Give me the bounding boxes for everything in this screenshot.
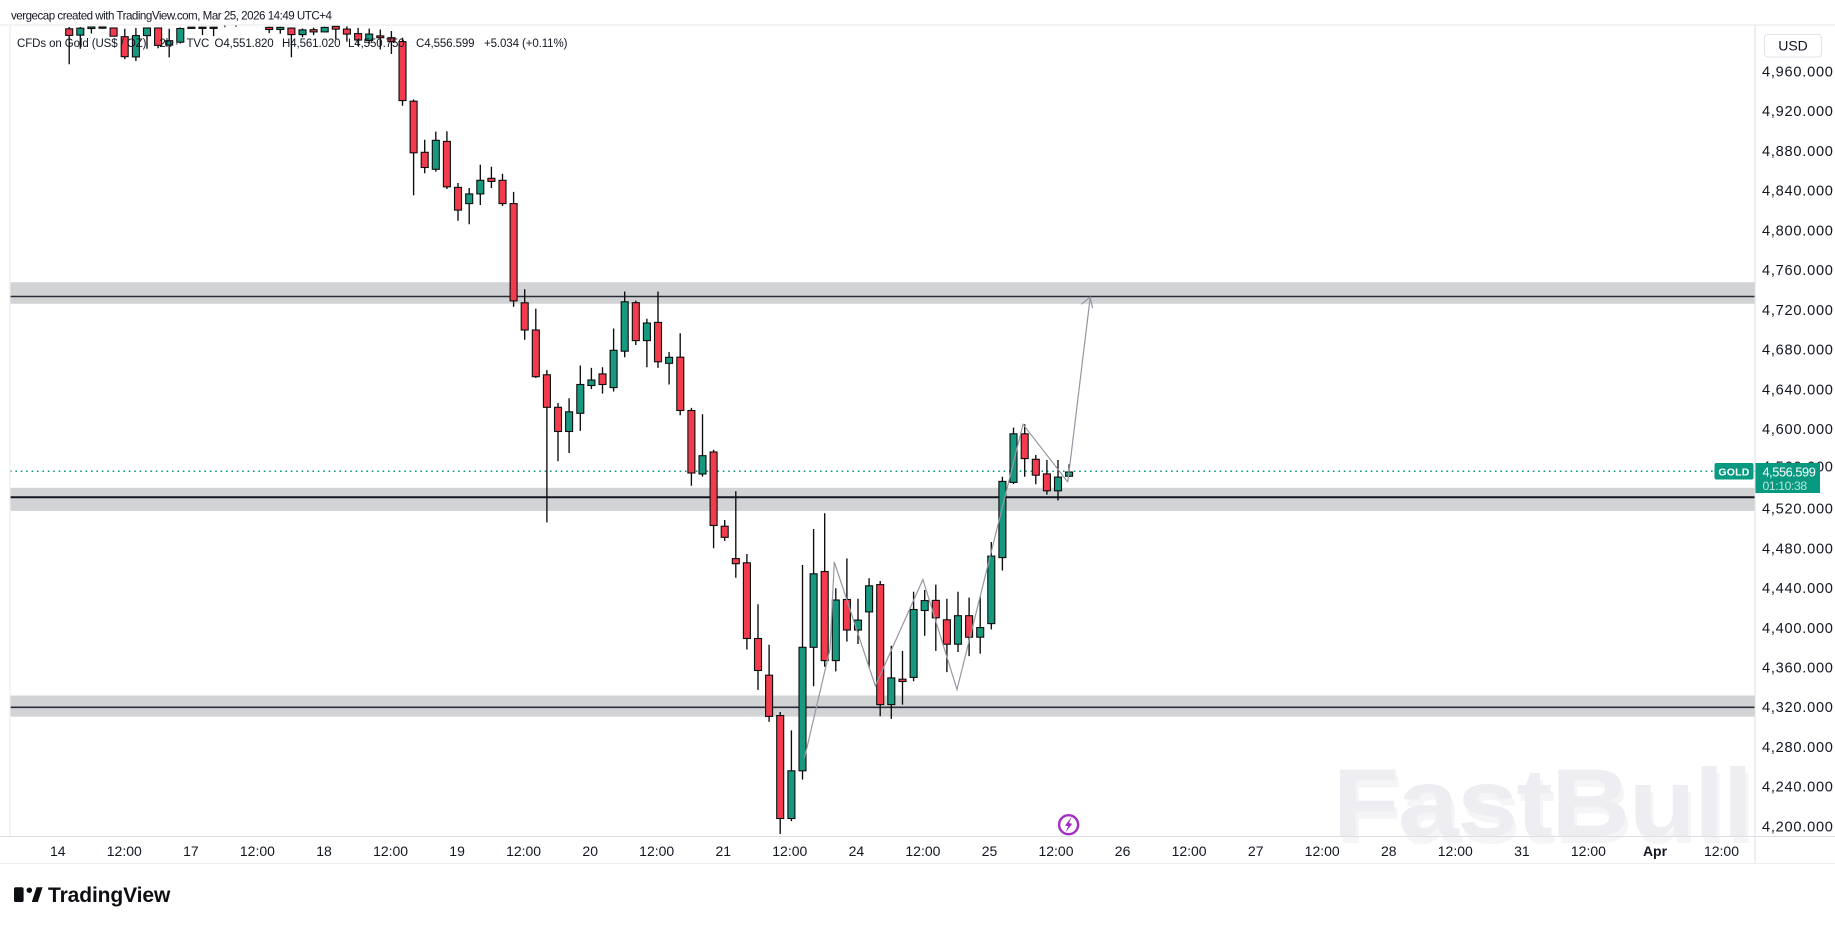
svg-text:12:00: 12:00 — [1438, 843, 1473, 859]
svg-text:4,320.000: 4,320.000 — [1762, 700, 1834, 716]
svg-text:4,556.599: 4,556.599 — [1763, 465, 1816, 480]
svg-text:4,680.000: 4,680.000 — [1762, 343, 1834, 359]
svg-text:24: 24 — [849, 843, 865, 859]
svg-text:01:10:38: 01:10:38 — [1763, 479, 1808, 493]
svg-text:19: 19 — [449, 843, 465, 859]
svg-text:FastBull: FastBull — [1333, 748, 1752, 857]
svg-text:12:00: 12:00 — [373, 843, 408, 859]
svg-text:4,200.000: 4,200.000 — [1762, 820, 1834, 836]
svg-text:4,920.000: 4,920.000 — [1762, 104, 1834, 120]
svg-text:CFDs on Gold (US$ / OZ): CFDs on Gold (US$ / OZ) — [17, 38, 147, 50]
svg-text:GOLD: GOLD — [1718, 467, 1749, 479]
svg-text:4,280.000: 4,280.000 — [1762, 740, 1834, 756]
svg-text:12:00: 12:00 — [1305, 843, 1340, 859]
svg-text:4,440.000: 4,440.000 — [1762, 581, 1834, 597]
svg-text:4,480.000: 4,480.000 — [1762, 541, 1834, 557]
svg-text:12:00: 12:00 — [1704, 843, 1739, 859]
svg-text:H4,561.020: H4,561.020 — [282, 38, 340, 50]
svg-text:26: 26 — [1115, 843, 1131, 859]
svg-text:4,960.000: 4,960.000 — [1762, 64, 1834, 80]
svg-text:4,720.000: 4,720.000 — [1762, 303, 1834, 319]
svg-text:4,600.000: 4,600.000 — [1762, 422, 1834, 438]
svg-text:12:00: 12:00 — [1571, 843, 1606, 859]
svg-text:25: 25 — [982, 843, 998, 859]
svg-text:12:00: 12:00 — [240, 843, 275, 859]
svg-text:vergecap created with TradingV: vergecap created with TradingView.com, M… — [11, 10, 333, 23]
svg-text:31: 31 — [1514, 843, 1530, 859]
svg-text:28: 28 — [1381, 843, 1397, 859]
svg-text:12:00: 12:00 — [107, 843, 142, 859]
svg-text:4,520.000: 4,520.000 — [1762, 502, 1834, 518]
svg-text:TradingView: TradingView — [48, 884, 171, 907]
svg-text:4,840.000: 4,840.000 — [1762, 184, 1834, 200]
svg-text:20: 20 — [582, 843, 598, 859]
svg-text:27: 27 — [1248, 843, 1264, 859]
svg-text:4,360.000: 4,360.000 — [1762, 661, 1834, 677]
svg-text:4,240.000: 4,240.000 — [1762, 780, 1834, 796]
svg-text:12:00: 12:00 — [506, 843, 541, 859]
svg-text:4,880.000: 4,880.000 — [1762, 144, 1834, 160]
svg-text:· 2h ·: · 2h · — [153, 38, 179, 50]
svg-text:USD: USD — [1778, 38, 1808, 54]
svg-text:21: 21 — [716, 843, 732, 859]
svg-text:4,760.000: 4,760.000 — [1762, 263, 1834, 279]
svg-text:18: 18 — [316, 843, 332, 859]
svg-text:12:00: 12:00 — [1038, 843, 1073, 859]
svg-text:C4,556.599: C4,556.599 — [416, 38, 474, 50]
svg-text:12:00: 12:00 — [905, 843, 940, 859]
svg-text:+5.034 (+0.11%): +5.034 (+0.11%) — [484, 38, 568, 50]
svg-text:12:00: 12:00 — [639, 843, 674, 859]
svg-text:Apr: Apr — [1643, 843, 1668, 859]
svg-text:17: 17 — [183, 843, 199, 859]
svg-text:4,800.000: 4,800.000 — [1762, 223, 1834, 239]
svg-text:4,640.000: 4,640.000 — [1762, 382, 1834, 398]
svg-text:O4,551.820: O4,551.820 — [215, 38, 274, 50]
svg-text:L4,550.750: L4,550.750 — [348, 38, 405, 50]
svg-text:TVC: TVC — [187, 38, 210, 50]
svg-text:12:00: 12:00 — [1172, 843, 1207, 859]
svg-text:12:00: 12:00 — [772, 843, 807, 859]
svg-text:14: 14 — [50, 843, 66, 859]
svg-text:FastBull: FastBull — [1336, 755, 1755, 864]
svg-text:4,400.000: 4,400.000 — [1762, 621, 1834, 637]
